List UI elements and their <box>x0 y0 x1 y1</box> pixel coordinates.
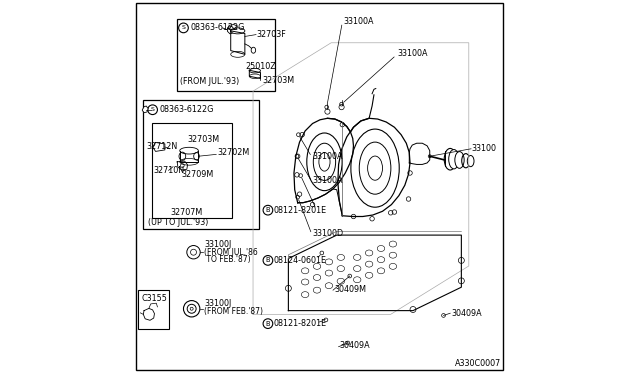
Text: 08121-8201E: 08121-8201E <box>274 206 327 215</box>
Bar <box>177 19 275 91</box>
Text: 30409A: 30409A <box>451 309 481 318</box>
Text: 33100: 33100 <box>472 144 497 153</box>
Text: B: B <box>266 207 270 213</box>
Text: 33100J: 33100J <box>204 299 231 308</box>
Text: 33100A: 33100A <box>344 17 374 26</box>
Text: 32707M: 32707M <box>170 208 203 217</box>
Text: 08124-0601E: 08124-0601E <box>274 256 327 265</box>
Ellipse shape <box>180 147 198 154</box>
Circle shape <box>263 256 273 265</box>
Text: 08363-6122G: 08363-6122G <box>159 105 214 114</box>
Text: 08363-6122G: 08363-6122G <box>190 23 244 32</box>
Text: 33100A: 33100A <box>397 49 428 58</box>
Text: 33100A: 33100A <box>312 176 343 185</box>
Text: C3155: C3155 <box>141 294 167 303</box>
Text: A330C0007: A330C0007 <box>454 359 501 368</box>
Text: (FROM JUL.'86: (FROM JUL.'86 <box>204 248 258 257</box>
Text: 32703M: 32703M <box>187 135 220 144</box>
Bar <box>143 100 259 229</box>
Bar <box>152 123 232 218</box>
Circle shape <box>179 23 188 33</box>
Bar <box>138 290 170 329</box>
Ellipse shape <box>231 28 245 34</box>
Circle shape <box>148 105 157 115</box>
Ellipse shape <box>455 152 464 168</box>
Text: 32710N: 32710N <box>154 166 185 175</box>
Circle shape <box>263 205 273 215</box>
Polygon shape <box>142 106 148 113</box>
Text: 33100D: 33100D <box>312 229 344 238</box>
Text: 32709M: 32709M <box>182 170 214 179</box>
Text: B: B <box>266 257 270 263</box>
Circle shape <box>263 319 273 328</box>
Text: 32702M: 32702M <box>217 148 249 157</box>
Text: 32703M: 32703M <box>262 76 294 85</box>
Text: 08121-8201E: 08121-8201E <box>274 319 327 328</box>
Text: 30409A: 30409A <box>339 341 370 350</box>
Text: 32712N: 32712N <box>147 142 177 151</box>
Ellipse shape <box>449 150 459 169</box>
Text: S: S <box>182 25 186 31</box>
Text: (FROM JUL.'93): (FROM JUL.'93) <box>180 77 240 86</box>
Text: (UP TO JUL.'93): (UP TO JUL.'93) <box>148 218 208 227</box>
Text: 33100A: 33100A <box>312 152 343 161</box>
Text: 25010Z: 25010Z <box>246 62 276 71</box>
Text: TO FEB.'87): TO FEB.'87) <box>204 255 251 264</box>
Ellipse shape <box>444 148 456 170</box>
Polygon shape <box>227 26 234 34</box>
Text: 30409M: 30409M <box>334 285 366 294</box>
Ellipse shape <box>467 155 474 167</box>
Text: (FROM FEB.'87): (FROM FEB.'87) <box>204 307 263 316</box>
Text: 33100J: 33100J <box>204 240 231 249</box>
Text: S: S <box>150 107 154 112</box>
Text: B: B <box>266 321 270 327</box>
Text: 32703F: 32703F <box>257 30 287 39</box>
